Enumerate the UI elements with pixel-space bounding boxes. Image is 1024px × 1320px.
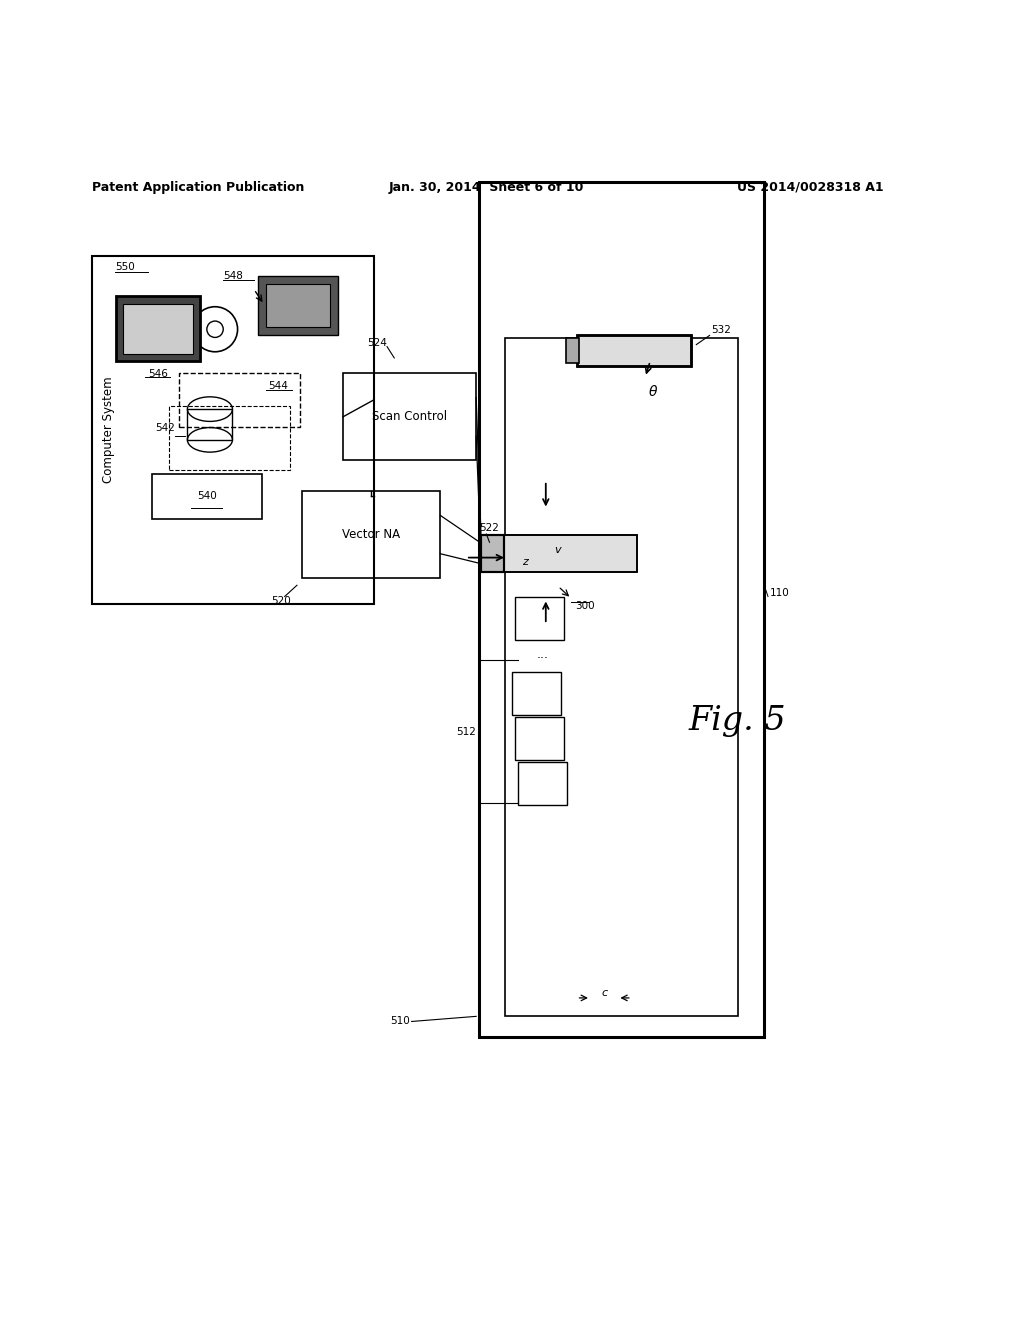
Bar [504, 535, 637, 572]
Bar [515, 717, 564, 760]
Bar [302, 491, 440, 578]
Text: $\theta$: $\theta$ [648, 384, 658, 399]
Bar [505, 338, 738, 1016]
Bar [481, 535, 504, 572]
Bar [116, 297, 200, 360]
Text: 300: 300 [575, 601, 595, 611]
Bar [518, 763, 567, 805]
Text: Scan Control: Scan Control [372, 411, 447, 424]
Bar [512, 672, 561, 715]
Text: Computer System: Computer System [102, 376, 116, 483]
Text: 546: 546 [147, 370, 168, 379]
Bar [566, 338, 579, 363]
Text: Vector NA: Vector NA [342, 528, 400, 541]
Text: Fig. 5: Fig. 5 [688, 705, 786, 738]
Text: 522: 522 [479, 523, 500, 533]
Text: 512: 512 [457, 727, 476, 737]
Text: 548: 548 [223, 271, 243, 281]
Bar [504, 535, 637, 572]
Bar [343, 374, 476, 461]
Text: 544: 544 [268, 381, 288, 392]
Text: 532: 532 [712, 325, 731, 335]
Bar [123, 304, 193, 354]
Text: Patent Application Publication: Patent Application Publication [92, 181, 304, 194]
Text: v: v [554, 545, 560, 556]
Text: 520: 520 [271, 595, 291, 606]
Bar [481, 535, 504, 572]
Bar [577, 335, 691, 366]
Text: 110: 110 [770, 589, 790, 598]
Bar [577, 335, 691, 366]
Bar [187, 409, 232, 440]
Text: 540: 540 [197, 491, 217, 502]
Bar [266, 284, 330, 327]
Bar [258, 276, 338, 335]
Text: ...: ... [537, 648, 549, 661]
Bar [479, 182, 764, 1036]
Text: Jan. 30, 2014  Sheet 6 of 10: Jan. 30, 2014 Sheet 6 of 10 [389, 181, 585, 194]
Bar [515, 597, 564, 639]
Text: US 2014/0028318 A1: US 2014/0028318 A1 [737, 181, 884, 194]
Text: c: c [601, 987, 607, 998]
Text: 550: 550 [115, 261, 134, 272]
Bar [179, 374, 300, 426]
Text: 510: 510 [390, 1016, 410, 1027]
Text: 524: 524 [368, 338, 387, 347]
Bar [92, 256, 374, 603]
Bar [169, 407, 290, 470]
Bar [152, 474, 262, 519]
Text: 542: 542 [156, 422, 175, 433]
Text: z: z [522, 557, 528, 566]
